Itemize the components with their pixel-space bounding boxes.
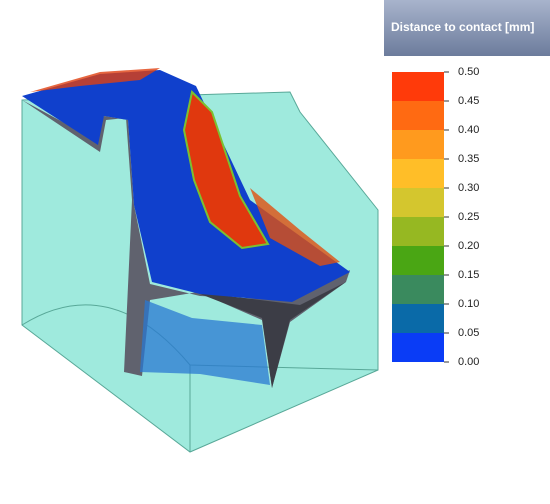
contact-hot-zone <box>250 188 340 266</box>
color-band <box>392 246 444 275</box>
tick-label: 0.45 <box>458 95 479 107</box>
color-band <box>392 159 444 188</box>
model-view <box>21 68 379 453</box>
cut-section-dark <box>195 282 346 388</box>
contact-hot-zone <box>30 68 160 92</box>
color-band <box>392 217 444 246</box>
tick-label: 0.50 <box>458 66 479 78</box>
tick-label: 0.10 <box>458 298 479 310</box>
color-band <box>392 333 444 362</box>
legend-header <box>384 0 550 56</box>
tick-label: 0.30 <box>458 182 479 194</box>
color-band <box>392 130 444 159</box>
tick-label: 0.40 <box>458 124 479 136</box>
tick-label: 0.25 <box>458 211 479 223</box>
tick-label: 0.15 <box>458 269 479 281</box>
legend-title: Distance to contact [mm] <box>391 20 534 34</box>
color-band <box>392 72 444 101</box>
color-band <box>392 304 444 333</box>
contact-hot-zone <box>182 89 270 250</box>
tick-label: 0.05 <box>458 327 479 339</box>
color-scale: 0.50 0.45 0.40 0.35 0.30 0.25 0.20 0.15 0.10 0.05… <box>392 66 479 368</box>
tick-label: 0.00 <box>458 356 479 368</box>
tick-label: 0.35 <box>458 153 479 165</box>
tick-label: 0.20 <box>458 240 479 252</box>
inner-face <box>140 300 270 385</box>
color-band <box>392 275 444 304</box>
color-band <box>392 188 444 217</box>
color-band <box>392 101 444 130</box>
